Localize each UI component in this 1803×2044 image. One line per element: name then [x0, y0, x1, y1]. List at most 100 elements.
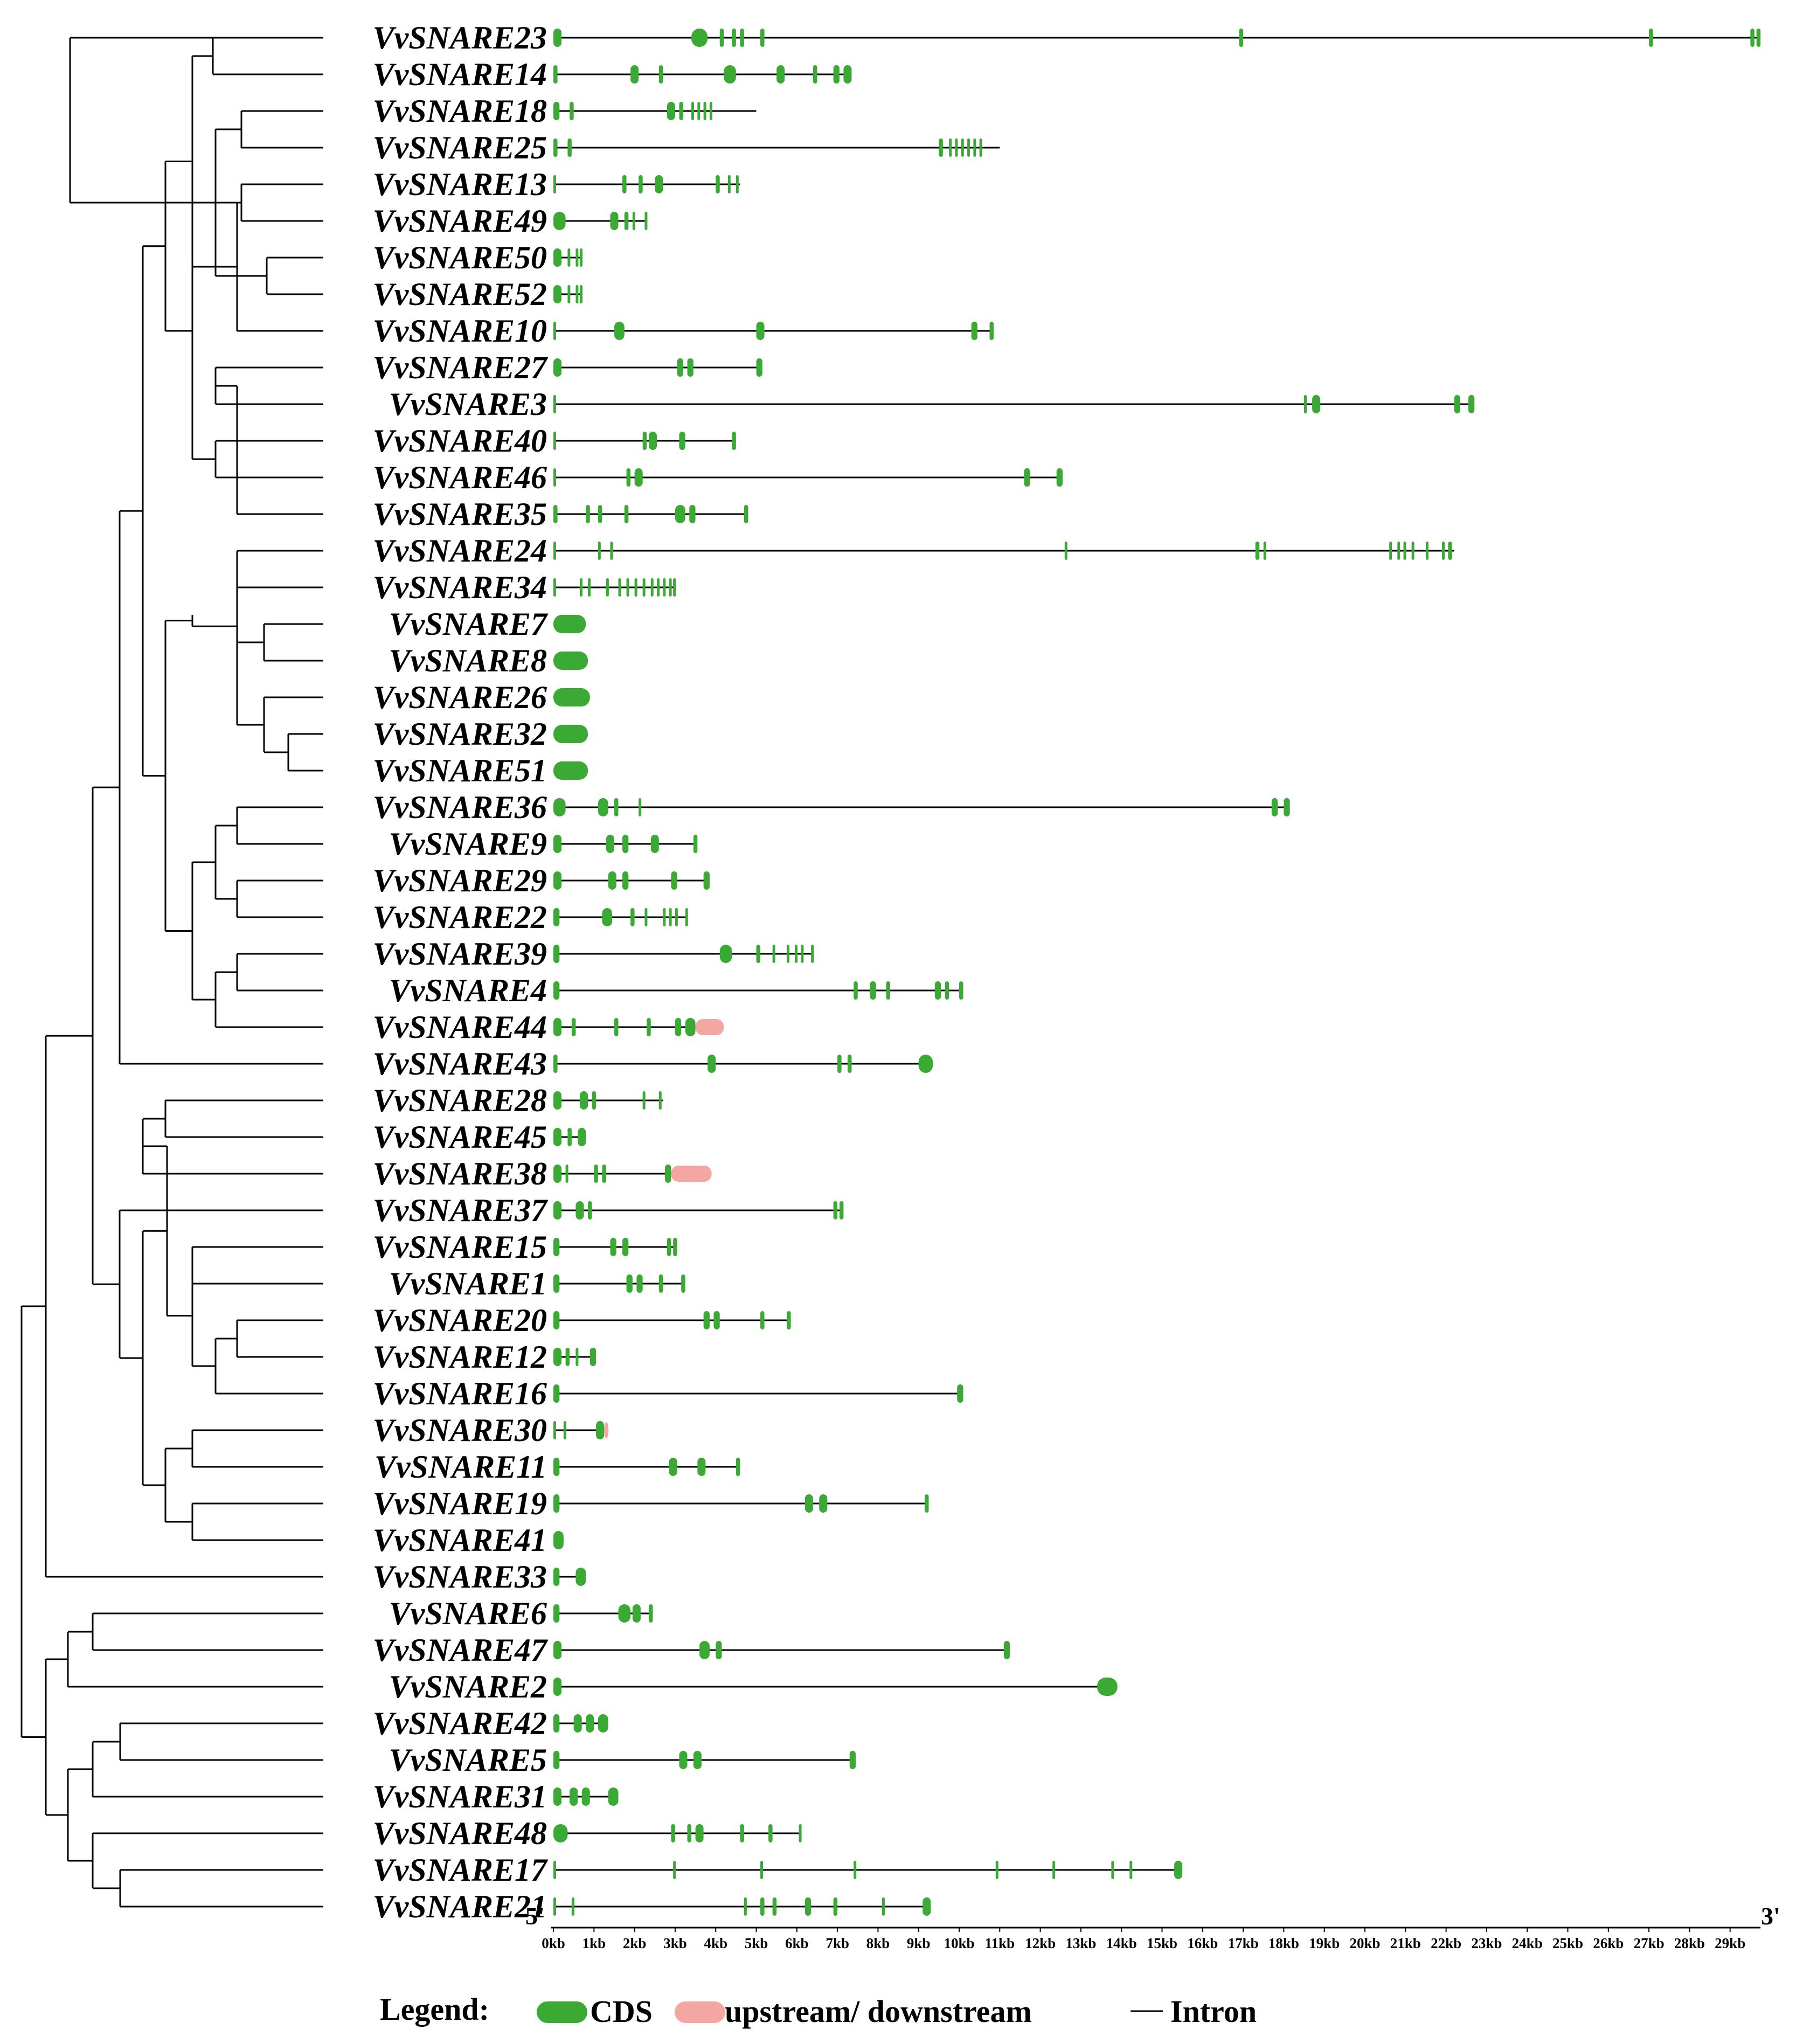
cds-block [847, 1055, 852, 1073]
cds-block [642, 1091, 646, 1110]
cds-block [736, 1458, 740, 1476]
cds-block [1129, 1861, 1133, 1879]
cds-block [622, 1238, 629, 1256]
cds-block [801, 945, 804, 963]
cds-block [849, 1751, 856, 1769]
cds-block [658, 1274, 663, 1293]
cds-block [598, 798, 608, 816]
cds-block [553, 1201, 562, 1220]
gene-label: VvSNARE39 [373, 936, 547, 972]
cds-block [669, 1458, 677, 1476]
cds-block [691, 102, 695, 120]
cds-block [957, 1384, 963, 1403]
gene-label: VvSNARE50 [373, 240, 547, 275]
gene-label: VvSNARE47 [373, 1632, 548, 1668]
gene-row: VvSNARE40 [373, 423, 736, 459]
cds-block [939, 138, 943, 157]
cds-block [833, 1897, 838, 1916]
cds-block [1312, 395, 1321, 413]
utr-block [695, 1019, 724, 1035]
cds-block [1403, 542, 1406, 560]
cds-block [575, 1201, 584, 1220]
gene-row: VvSNARE50 [373, 240, 582, 275]
cds-block [719, 29, 724, 47]
cds-block [689, 505, 696, 523]
cds-block [732, 29, 736, 47]
cds-block [553, 1714, 560, 1733]
gene-row: VvSNARE47 [373, 1632, 1010, 1668]
gene-row: VvSNARE24 [373, 533, 1454, 569]
cds-block [687, 1824, 692, 1842]
cds-block [673, 578, 676, 597]
cds-block [1024, 468, 1030, 487]
cds-block [675, 505, 685, 523]
three-prime-label: 3' [1761, 1902, 1780, 1930]
gene-label: VvSNARE26 [373, 680, 547, 715]
gene-label: VvSNARE25 [373, 130, 547, 165]
cds-block [634, 578, 637, 597]
cds-block [955, 138, 958, 157]
phylogenetic-tree [20, 37, 323, 1908]
cds-block [553, 542, 556, 560]
gene-row: VvSNARE12 [373, 1339, 597, 1375]
cds-block [772, 945, 775, 963]
cds-block [687, 358, 694, 377]
cds-block [553, 432, 556, 450]
cds-block [553, 615, 586, 633]
cds-block [632, 1604, 641, 1623]
cds-block [1174, 1861, 1183, 1879]
cds-block [833, 1201, 838, 1220]
cds-block [553, 1641, 562, 1659]
cds-block [626, 1274, 633, 1293]
gene-row: VvSNARE1 [389, 1266, 685, 1301]
cds-block [961, 138, 964, 157]
axis-tick-label: 14kb [1106, 1935, 1137, 1951]
axis-tick-label: 7kb [826, 1935, 849, 1951]
gene-label: VvSNARE2 [389, 1669, 547, 1705]
cds-block [626, 578, 629, 597]
cds-block [719, 945, 732, 963]
legend-cds-swatch [537, 2001, 587, 2023]
axis-tick-label: 9kb [907, 1935, 931, 1951]
cds-block [744, 505, 748, 523]
cds-block [1756, 29, 1761, 47]
gene-label: VvSNARE3 [389, 386, 547, 422]
cds-block [570, 102, 574, 120]
cds-block [703, 102, 706, 120]
cds-block [658, 65, 663, 84]
cds-block [553, 358, 562, 377]
gene-label: VvSNARE40 [373, 423, 547, 459]
cds-block [924, 1494, 929, 1513]
cds-block [626, 468, 631, 487]
cds-block [553, 1348, 562, 1366]
gene-label: VvSNARE46 [373, 460, 547, 495]
cds-block [622, 175, 627, 193]
cds-block [610, 212, 619, 230]
cds-block [632, 212, 635, 230]
gene-row: VvSNARE25 [373, 130, 1000, 165]
axis-tick-label: 24kb [1512, 1935, 1543, 1951]
axis-tick-label: 17kb [1228, 1935, 1259, 1951]
cds-block [671, 1824, 675, 1842]
gene-row: VvSNARE48 [373, 1816, 802, 1851]
axis-tick-label: 21kb [1390, 1935, 1421, 1951]
cds-block [553, 871, 562, 890]
cds-block [736, 175, 739, 193]
cds-block [685, 908, 688, 926]
gene-row: VvSNARE28 [373, 1083, 663, 1118]
cds-block [553, 1861, 556, 1879]
cds-block [553, 468, 556, 487]
gene-label: VvSNARE4 [389, 973, 547, 1008]
cds-block [575, 248, 579, 267]
gene-label: VvSNARE51 [373, 753, 547, 788]
gene-label: VvSNARE27 [373, 350, 548, 385]
cds-block [854, 1861, 857, 1879]
cds-block [1389, 542, 1392, 560]
cds-block [573, 1714, 582, 1733]
cds-block [979, 138, 982, 157]
cds-block [786, 1311, 791, 1329]
cds-block [579, 1091, 588, 1110]
cds-block [1239, 29, 1244, 47]
cds-block [695, 1824, 704, 1842]
